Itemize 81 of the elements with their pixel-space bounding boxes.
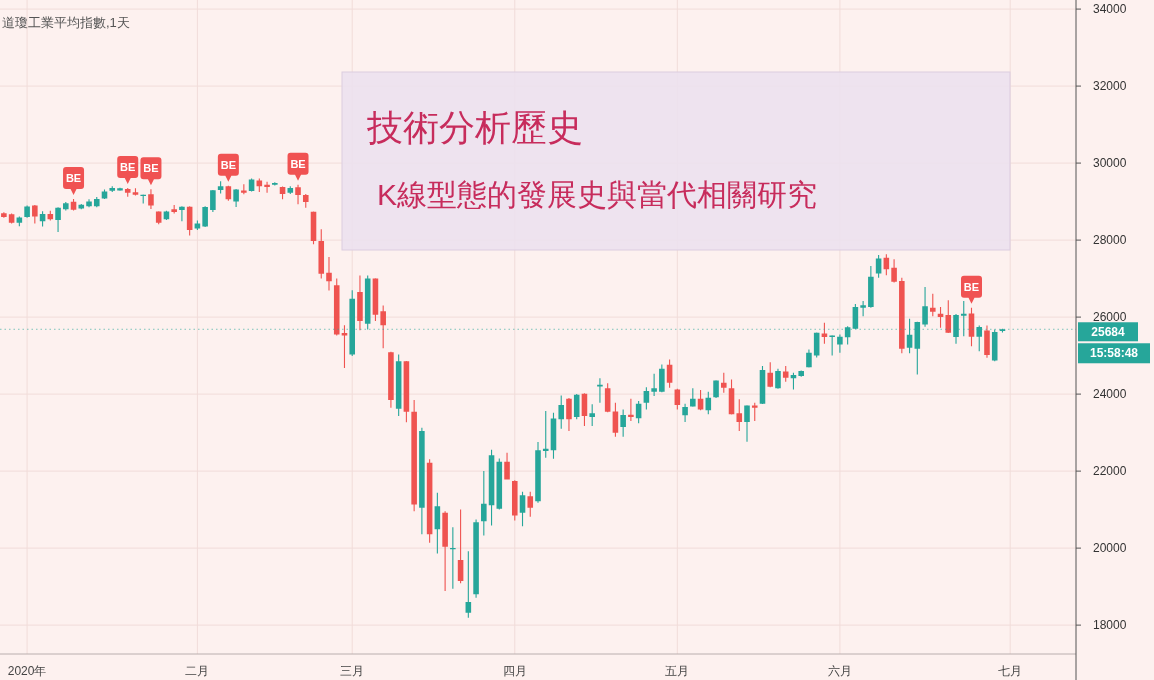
text: 技術分析歷史 [366,107,583,148]
x-tick-label: 二月 [185,664,210,678]
candlestick [751,402,758,422]
candlestick [860,301,866,317]
y-tick-label: 22000 [1093,464,1127,479]
candlestick [318,229,325,279]
candlestick [945,300,952,333]
y-tick-label: 30000 [1093,156,1127,171]
y-tick-label: 18000 [1093,618,1127,633]
candlestick [419,427,425,535]
candlestick [32,205,38,224]
candlestick [984,325,990,358]
candlestick [930,293,936,317]
y-tick-label: 26000 [1093,310,1127,325]
annotation: BE [65,171,82,184]
candlestick [117,187,123,191]
candlestick [86,199,92,208]
candlestick [1,212,7,218]
y-tick-label: 20000 [1093,541,1127,556]
candlestick [620,409,626,437]
candlestick [744,405,750,442]
annotation: BE [220,158,236,171]
candlestick [210,190,216,212]
candlestick [953,314,959,344]
candlestick [527,491,534,517]
annotation: BE [143,162,159,175]
candlestick [333,278,340,336]
candlestick [233,189,239,207]
candlestick [241,184,247,195]
candlestick [721,372,727,393]
candlestick [380,305,386,349]
candlestick [450,527,456,589]
candlestick [295,184,301,205]
x-tick-label: 七月 [998,664,1023,678]
candlestick [960,301,967,337]
candlestick [171,205,177,214]
annotation: BE [290,157,306,170]
candlestick [24,205,30,218]
candlestick [202,206,208,228]
candlestick [558,395,565,429]
annotation: BE [120,161,136,174]
x-tick-label: 四月 [502,664,527,678]
y-tick-label: 32000 [1093,79,1127,94]
candlestick [272,182,278,186]
candlestick [132,188,139,196]
candlestick [504,452,510,480]
candlestick [775,368,781,389]
text: K線型態的發展史與當代相關研究 [377,178,818,211]
text: 15:58:48 [1089,346,1139,361]
candlestick [899,277,905,354]
candlestick [388,351,394,408]
candlestick [302,193,309,208]
candlestick [473,519,479,598]
x-tick-label: 三月 [340,664,365,678]
candlestick [767,362,774,388]
annotation: BE [963,280,980,293]
candlestick [868,266,874,308]
candlestick [442,511,448,592]
ref-line-label: 25684 [1091,325,1126,340]
candlestick [713,380,719,398]
candlestick [976,325,983,352]
annotation: 道瓊工業平均指數,1天 [2,14,130,30]
candlestick [326,257,332,291]
y-tick-label: 24000 [1093,387,1127,402]
x-tick-label: 六月 [827,664,852,678]
candlestick [659,364,665,393]
candlestick [535,442,541,503]
candlestick [78,203,85,210]
y-tick-label: 28000 [1093,233,1127,248]
candlestick [109,186,116,192]
candlestick [736,399,743,432]
candlestick [589,404,595,427]
candlestick [829,335,835,356]
candlestick [891,259,897,283]
candlestick [651,373,657,397]
candlestick [124,188,131,197]
x-tick-label: 五月 [665,664,690,678]
x-tick-label: 2020年 [7,664,47,678]
candlestick [357,275,363,331]
y-tick-label: 34000 [1093,2,1127,17]
candlestick [566,397,572,432]
